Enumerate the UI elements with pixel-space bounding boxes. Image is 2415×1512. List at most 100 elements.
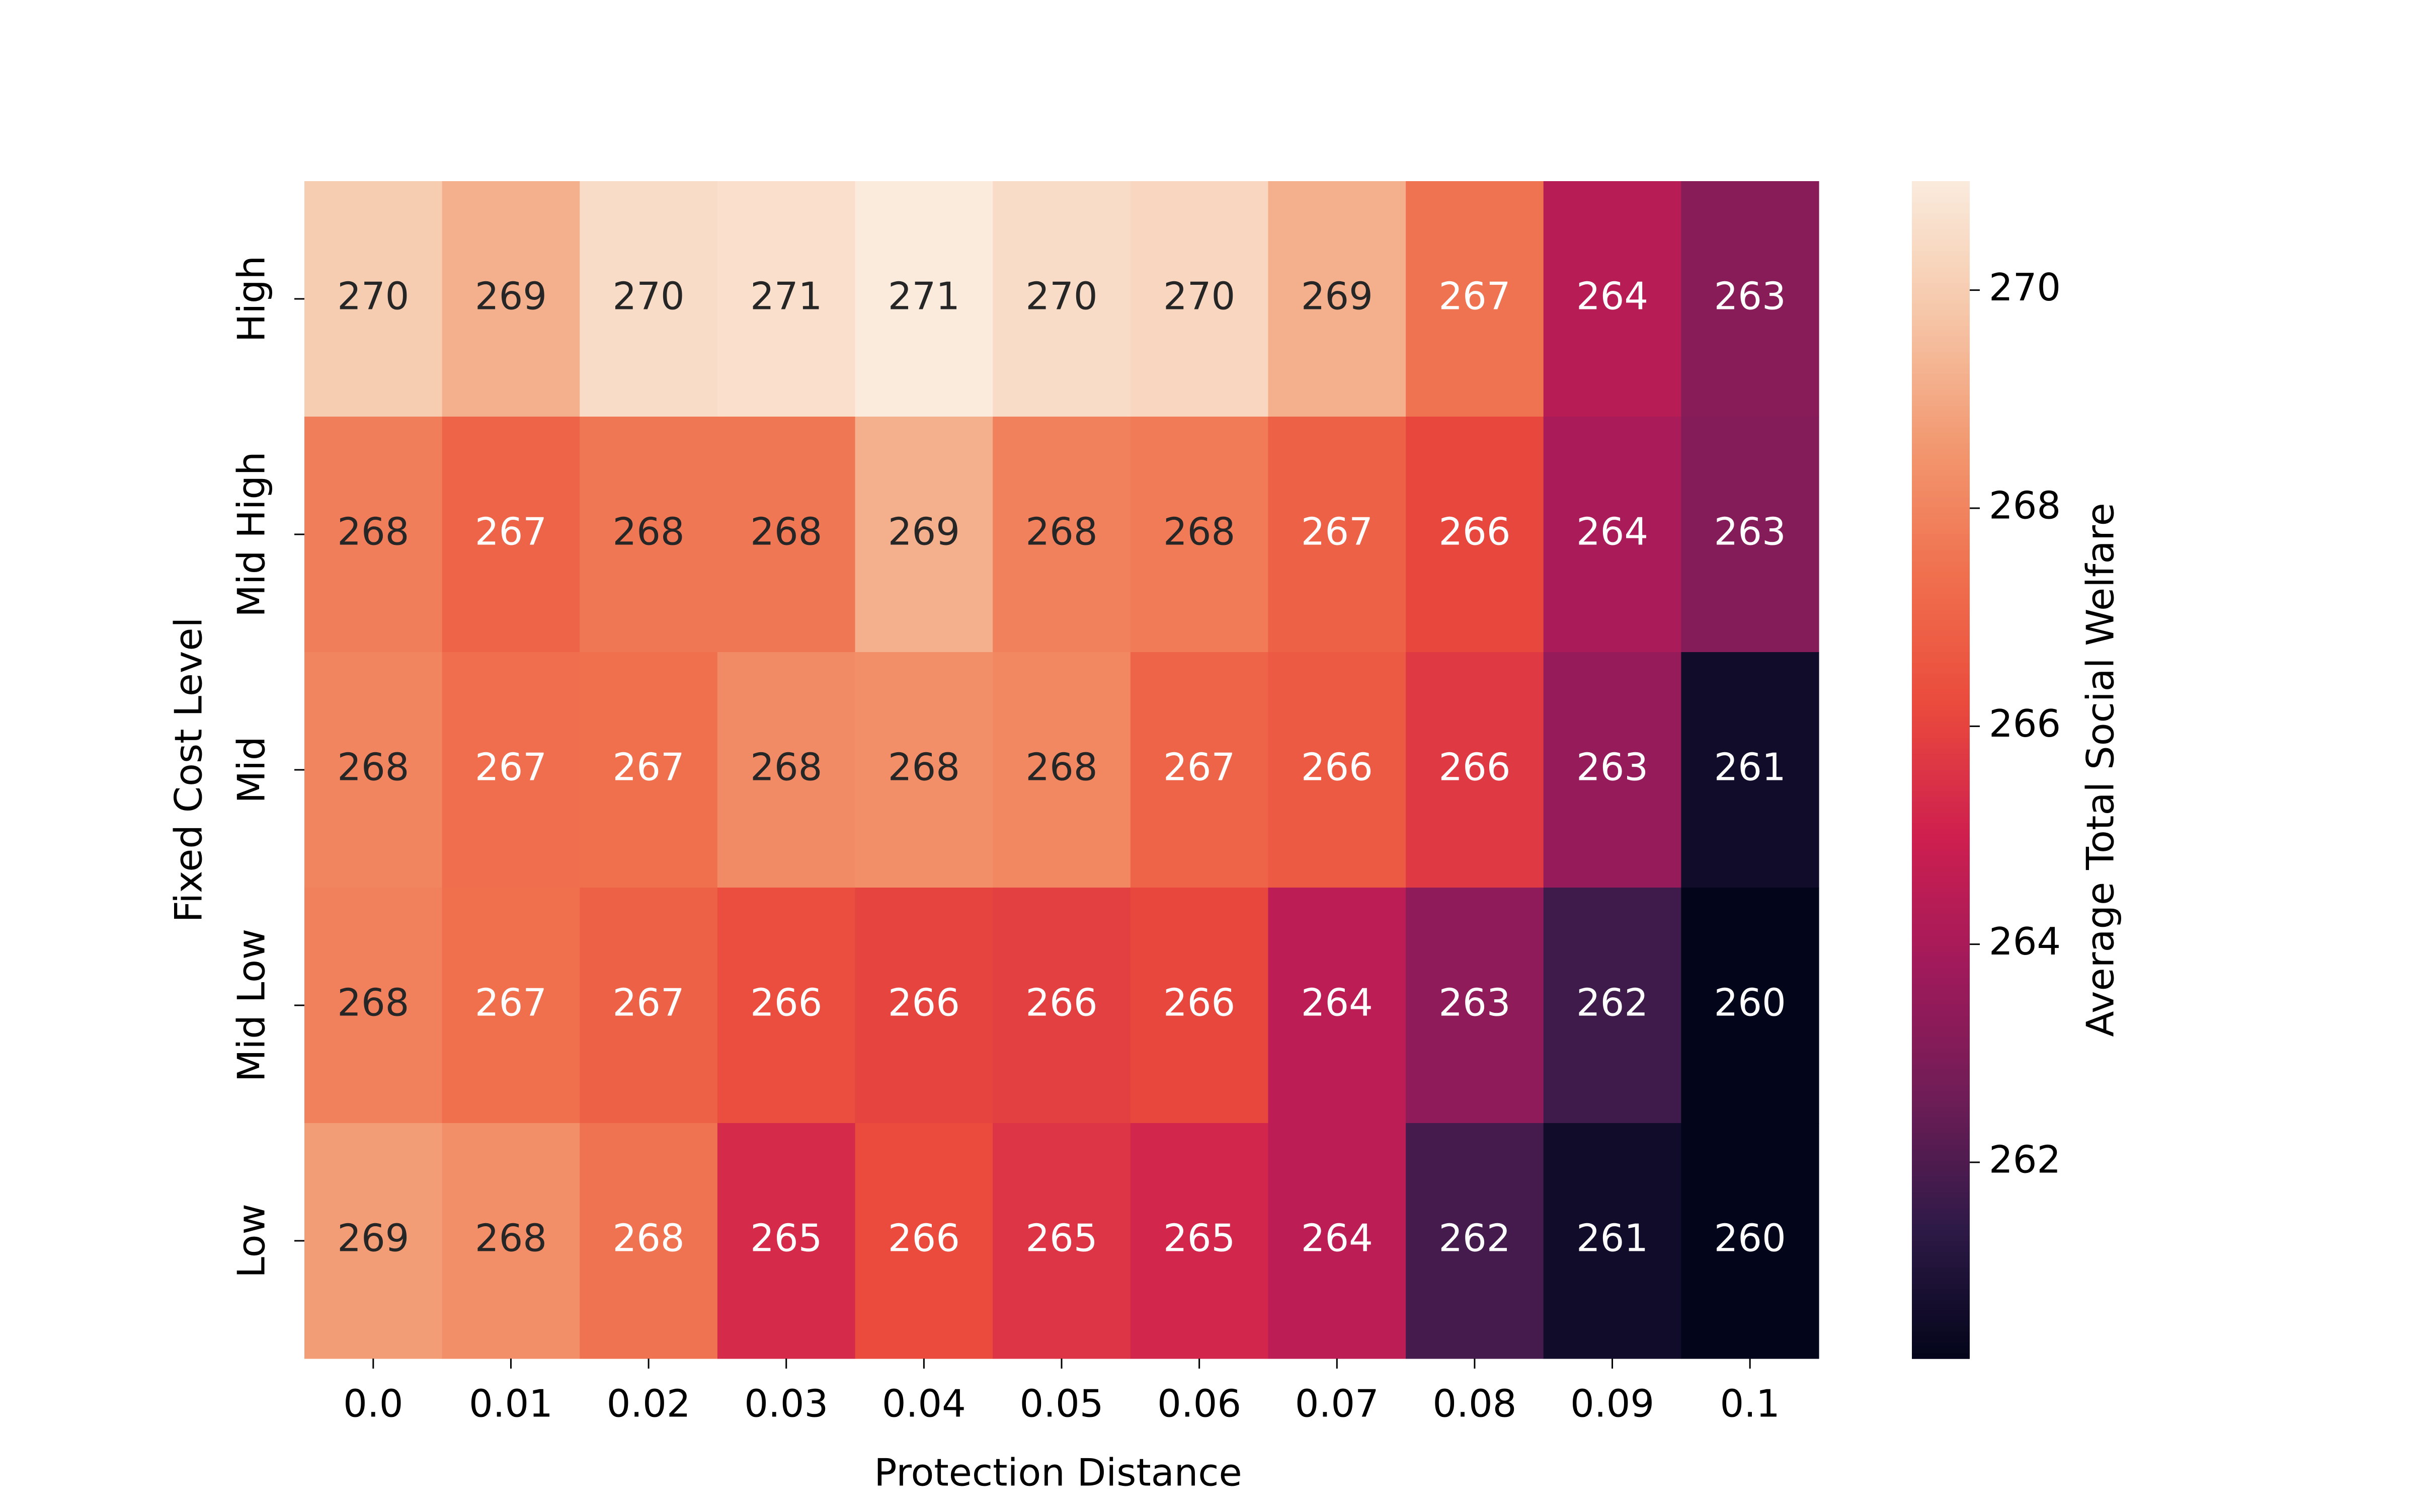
x-tick-label: 0.06 [1157, 1382, 1241, 1426]
cell-annotation: 270 [1163, 274, 1235, 319]
x-tick-label: 0.0 [343, 1382, 403, 1426]
colorbar-gradient-segment [1912, 1021, 1970, 1027]
colorbar-gradient-segment [1912, 272, 1970, 278]
colorbar-gradient-segment [1912, 1118, 1970, 1124]
colorbar-gradient-segment [1912, 877, 1970, 883]
colorbar-gradient-segment [1912, 1075, 1970, 1081]
heatmap-cell [580, 1123, 718, 1359]
colorbar-gradient-segment [1912, 807, 1970, 813]
colorbar-gradient-segment [1912, 823, 1970, 829]
colorbar-gradient-segment [1912, 502, 1970, 508]
colorbar-gradient-segment [1912, 668, 1970, 674]
colorbar-gradient-segment [1912, 829, 1970, 835]
colorbar-gradient-segment [1912, 684, 1970, 690]
colorbar-gradient-segment [1912, 497, 1970, 503]
colorbar-gradient-segment [1912, 1331, 1970, 1338]
colorbar-gradient-segment [1912, 1235, 1970, 1241]
colorbar-gradient-segment [1912, 1005, 1970, 1011]
cell-annotation: 263 [1438, 981, 1510, 1025]
heatmap-cell [993, 652, 1131, 888]
cell-annotation: 266 [888, 1216, 960, 1260]
cell-annotation: 270 [1025, 274, 1097, 319]
colorbar-gradient-segment [1912, 251, 1970, 257]
colorbar-gradient-segment [1912, 582, 1970, 589]
colorbar-gradient-segment [1912, 984, 1970, 990]
colorbar-gradient-segment [1912, 978, 1970, 985]
cell-annotation: 267 [1163, 745, 1235, 789]
cell-annotation: 268 [1163, 510, 1235, 554]
heatmap-cell [304, 652, 443, 888]
colorbar-gradient-segment [1912, 202, 1970, 208]
colorbar-gradient-segment [1912, 1347, 1970, 1354]
x-tick-label: 0.1 [1720, 1382, 1780, 1426]
colorbar-gradient-segment [1912, 470, 1970, 476]
heatmap-cell [993, 181, 1131, 417]
colorbar-gradient-segment [1912, 1112, 1970, 1119]
colorbar-gradient-segment [1912, 968, 1970, 974]
colorbar-gradient-segment [1912, 962, 1970, 969]
heatmap-cell [855, 652, 993, 888]
heatmap-cell [717, 181, 856, 417]
colorbar-gradient-segment [1912, 914, 1970, 920]
colorbar-gradient-segment [1912, 481, 1970, 487]
y-tick-label: Low [229, 1204, 274, 1278]
colorbar-gradient-segment [1912, 1091, 1970, 1097]
colorbar-gradient-segment [1912, 234, 1970, 241]
cell-annotation: 268 [750, 510, 822, 554]
heatmap-cell [993, 417, 1131, 653]
x-tick-label: 0.04 [882, 1382, 966, 1426]
heatmap-cell [304, 417, 443, 653]
x-tick-label: 0.03 [744, 1382, 828, 1426]
colorbar-gradient-segment [1912, 630, 1970, 636]
y-tick-label: High [229, 256, 274, 342]
colorbar-gradient-segment [1912, 1342, 1970, 1348]
x-tick-label: 0.08 [1432, 1382, 1516, 1426]
colorbar-gradient-segment [1912, 411, 1970, 417]
colorbar-gradient-segment [1912, 748, 1970, 754]
y-axis-label: Fixed Cost Level [167, 617, 211, 923]
colorbar-gradient-segment [1912, 1069, 1970, 1076]
colorbar-gradient-segment [1912, 813, 1970, 819]
colorbar-gradient-segment [1912, 363, 1970, 369]
cell-annotation: 267 [1301, 510, 1373, 554]
colorbar-gradient-segment [1912, 1230, 1970, 1236]
heatmap-cell [1406, 417, 1544, 653]
colorbar-gradient-segment [1912, 598, 1970, 605]
colorbar-gradient-segment [1912, 871, 1970, 878]
colorbar-gradient-segment [1912, 304, 1970, 310]
colorbar-gradient-segment [1912, 1262, 1970, 1268]
colorbar-gradient-segment [1912, 1305, 1970, 1311]
y-axis: High Mid High Mid Mid Low Low [229, 256, 304, 1278]
colorbar-gradient-segment [1912, 604, 1970, 610]
colorbar-gradient-segment [1912, 716, 1970, 723]
colorbar-gradient-segment [1912, 459, 1970, 465]
cell-annotation: 262 [1576, 981, 1648, 1025]
colorbar-gradient-segment [1912, 1203, 1970, 1209]
cell-annotation: 267 [475, 745, 547, 789]
cell-annotation: 262 [1438, 1216, 1510, 1260]
colorbar-gradient-segment [1912, 930, 1970, 936]
x-tick-label: 0.05 [1020, 1382, 1104, 1426]
colorbar-gradient-segment [1912, 438, 1970, 444]
colorbar-gradient-segment [1912, 186, 1970, 193]
heatmap-cell [304, 1123, 443, 1359]
cell-annotation: 268 [337, 510, 409, 554]
colorbar-gradient-segment [1912, 379, 1970, 385]
heatmap-cell [580, 417, 718, 653]
cell-annotation: 269 [475, 274, 547, 319]
colorbar-gradient-segment [1912, 791, 1970, 797]
colorbar-gradient-segment [1912, 775, 1970, 781]
colorbar-gradient-segment [1912, 711, 1970, 717]
heatmap-cell [1543, 1123, 1681, 1359]
colorbar-gradient-segment [1912, 358, 1970, 364]
cell-annotation: 265 [1025, 1216, 1097, 1260]
colorbar-gradient-segment [1912, 1085, 1970, 1091]
colorbar-gradient-segment [1912, 261, 1970, 267]
colorbar-gradient-segment [1912, 802, 1970, 808]
colorbar-gradient-segment [1912, 422, 1970, 428]
colorbar-gradient-segment [1912, 1241, 1970, 1247]
colorbar-label: Average Total Social Welfare [2078, 503, 2123, 1037]
colorbar-gradient-segment [1912, 181, 1970, 187]
heatmap-cell [1681, 417, 1819, 653]
